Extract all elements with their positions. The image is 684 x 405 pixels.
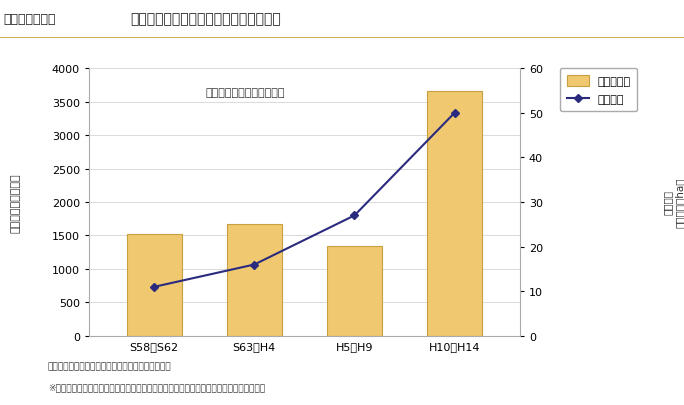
Text: ※水害密度：水害面積（水害による「宅地その他」の浸水面積）当たりの一般資産被害額: ※水害密度：水害面積（水害による「宅地その他」の浸水面積）当たりの一般資産被害額 — [48, 382, 265, 391]
Bar — [427, 92, 482, 336]
Text: 一般資産水害被害額及び水害密度の推移: 一般資産水害被害額及び水害密度の推移 — [130, 12, 280, 26]
Text: （年平均・平成７年価格）: （年平均・平成７年価格） — [205, 87, 285, 98]
Legend: 水害被害額, 水害密度: 水害被害額, 水害密度 — [560, 69, 637, 112]
Text: （国土交通省河川局「水害統計」より内阁府作成）: （国土交通省河川局「水害統計」より内阁府作成） — [48, 361, 172, 370]
Bar — [226, 224, 282, 336]
Text: 水害被害額（億円）: 水害被害額（億円） — [10, 173, 20, 232]
Text: 水害密度
（百万円／ha）: 水害密度 （百万円／ha） — [663, 177, 684, 228]
Bar — [127, 234, 182, 336]
Bar — [327, 247, 382, 336]
Text: 図２－４－３５: 図２－４－３５ — [3, 13, 56, 26]
